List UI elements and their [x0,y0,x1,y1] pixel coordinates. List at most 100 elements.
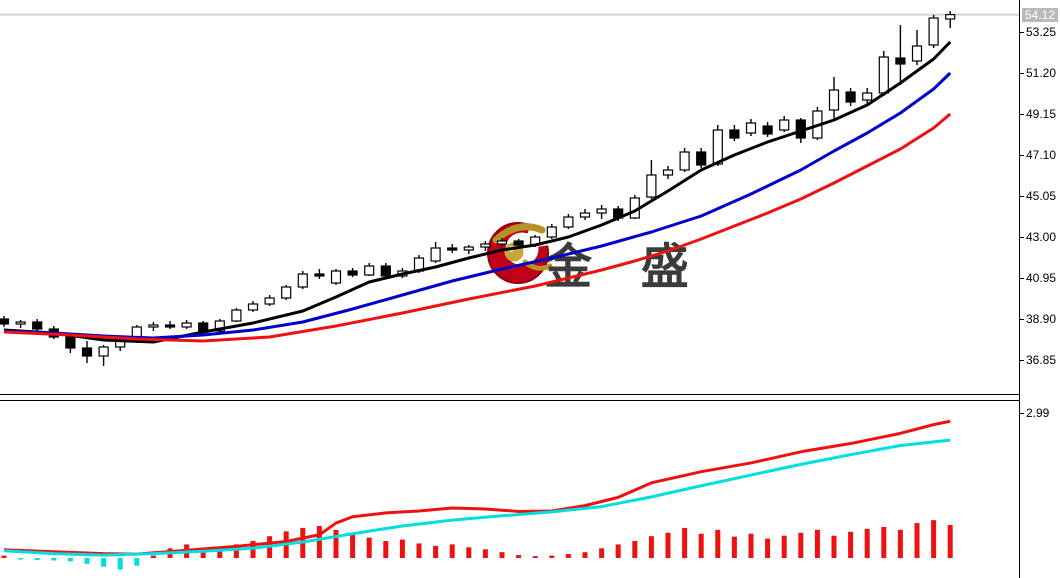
candle-up [330,270,342,284]
histogram-bar-positive [416,543,422,558]
histogram-bar-negative [67,558,73,562]
price-tick-label: 36.85 [1026,353,1057,367]
price-tick-label: 51.20 [1026,66,1057,80]
indicator-chart-canvas[interactable] [0,401,1019,578]
candle-up [364,265,375,276]
candle-up [98,346,109,357]
candle-up [214,320,225,332]
axis-tick-mark [1020,237,1024,238]
candle-up [679,151,690,171]
histogram-bar-positive [864,528,870,558]
candle-up [463,246,474,251]
axis-tick-mark [1020,196,1024,197]
axis-tick-mark [1020,278,1024,279]
candle-up [496,240,508,245]
histogram-bar-positive [482,549,488,558]
panel-splitter[interactable] [0,394,1019,401]
candle-down [762,125,773,135]
histogram-bar-positive [731,536,737,558]
histogram-bar-positive [217,548,223,558]
histogram-bar-positive [781,535,787,558]
axis-tick-mark [1020,32,1024,33]
histogram-bar-positive [466,547,472,558]
candle-up [745,122,757,134]
candle-down [314,273,325,277]
price-tick-label: 40.95 [1026,271,1057,285]
candle-up [779,119,790,131]
price-tick-label: 47.10 [1026,148,1057,162]
axis-tick-mark [1020,360,1024,361]
price-tick-label: 49.15 [1026,107,1057,121]
histogram-bar-positive [715,529,721,558]
signal-line [3,419,951,556]
price-axis[interactable]: 54.12 53.25 51.20 49.15 47.10 45.05 43.00 40.9… [1019,0,1060,578]
candle-up [596,208,607,214]
histogram-bar-positive [648,536,654,558]
histogram-bar-positive [632,541,638,558]
histogram-bar-positive [565,554,571,558]
candle-up [945,14,956,20]
price-tick-label: 43.00 [1026,230,1057,244]
histogram-bar-positive [698,533,704,558]
histogram-bar-positive [399,539,405,558]
candle-up [480,243,491,248]
histogram-bar-negative [51,558,57,561]
candle-down [198,322,209,332]
candle-down [447,247,458,251]
candle-up [828,89,840,111]
candle-up [181,322,192,328]
current-price-tag: 54.12 [1022,8,1059,22]
histogram-bar-positive [366,537,372,558]
candle-down [513,240,524,246]
candle-down [65,336,76,349]
histogram-bar-negative [18,558,24,560]
candle-up [712,129,723,165]
histogram-bar-positive [150,555,156,558]
histogram-bar-positive [333,529,339,558]
candle-up [546,226,557,238]
histogram-bar-positive [233,544,239,558]
histogram-bar-positive [316,525,322,558]
candle-up [928,17,939,46]
candle-up [231,309,242,322]
histogram-bar-positive [914,523,920,558]
candle-up [297,273,308,288]
histogram-bar-positive [897,529,903,558]
candle-down [845,91,856,103]
candle-down [164,324,176,328]
candle-down [729,129,740,139]
candle-down [0,318,10,325]
histogram-bar-positive [1,555,7,558]
histogram-bar-negative [101,558,107,567]
histogram-bar-positive [499,552,505,558]
axis-tick-mark [1020,155,1024,156]
candle-up [563,216,574,228]
histogram-bar-positive [931,520,937,558]
histogram-bar-positive [599,548,605,558]
candle-up [264,297,275,305]
histogram-bar-positive [848,531,854,558]
histogram-bar-positive [881,526,887,558]
candle-down [32,321,43,330]
candle-up [15,321,26,325]
histogram-bar-positive [549,555,555,558]
price-tick-label: 53.25 [1026,25,1057,39]
histogram-bar-positive [582,552,588,558]
candle-up [579,212,591,218]
axis-tick-mark [1020,413,1024,414]
candle-up [911,45,923,62]
price-chart-canvas[interactable] [0,0,1019,394]
histogram-bar-positive [814,529,820,558]
histogram-bar-positive [532,556,538,558]
candle-down [347,270,358,276]
candle-up [281,286,292,299]
candle-down [895,57,906,65]
histogram-bar-negative [84,558,90,564]
candle-up [862,92,873,101]
histogram-bar-negative [134,558,140,566]
candle-down [380,265,391,277]
price-tick-label: 2.99 [1026,406,1050,420]
candle-up [662,169,674,176]
histogram-bar-positive [765,538,771,558]
